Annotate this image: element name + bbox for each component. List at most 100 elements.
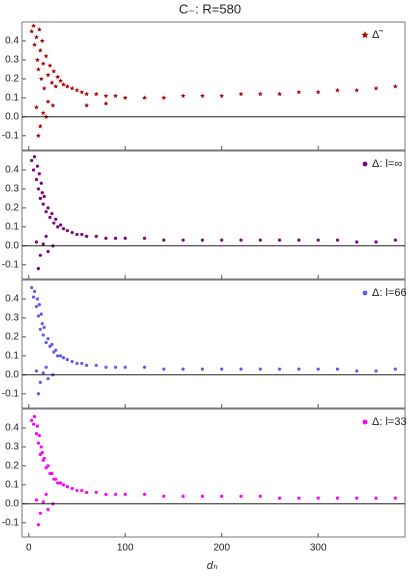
point <box>52 221 56 225</box>
point <box>30 285 34 290</box>
point <box>220 494 224 498</box>
point <box>34 498 39 502</box>
point <box>84 102 90 108</box>
point <box>335 496 340 500</box>
point <box>37 433 41 438</box>
point <box>44 365 48 369</box>
point <box>34 304 39 309</box>
point <box>316 496 320 500</box>
point <box>39 312 43 316</box>
point <box>220 238 224 242</box>
point <box>65 229 69 233</box>
point <box>45 72 51 78</box>
panel-frame <box>21 150 406 280</box>
panel-frame <box>21 21 406 151</box>
point <box>48 215 52 219</box>
y-tick-label: -0.1 <box>2 259 20 270</box>
point <box>393 496 397 500</box>
point <box>104 365 108 369</box>
point <box>104 492 108 496</box>
point <box>296 89 302 95</box>
point <box>31 422 36 426</box>
point <box>41 371 45 375</box>
point <box>162 238 166 242</box>
x-tick-label: 200 <box>213 543 230 554</box>
y-tick-label: 0.3 <box>5 184 19 195</box>
point <box>355 369 359 373</box>
point <box>42 325 46 330</box>
point <box>142 236 147 240</box>
point <box>142 365 147 369</box>
point <box>32 289 37 293</box>
point <box>44 492 48 496</box>
point <box>113 236 118 240</box>
point <box>46 507 50 512</box>
point <box>54 217 58 221</box>
point <box>103 100 109 106</box>
point <box>39 181 43 185</box>
point <box>239 494 243 498</box>
point <box>35 297 40 301</box>
point <box>65 358 69 362</box>
point <box>80 361 84 366</box>
point <box>93 91 99 97</box>
point <box>239 238 243 242</box>
point <box>335 367 340 371</box>
y-tick-label: -0.1 <box>2 388 20 399</box>
y-tick-label: 0.0 <box>5 498 19 509</box>
point <box>74 87 80 93</box>
point <box>297 496 301 500</box>
x-tick-label: 300 <box>310 543 327 554</box>
point <box>44 234 48 238</box>
point <box>355 240 359 244</box>
point <box>39 445 43 449</box>
point <box>374 369 378 373</box>
point <box>335 238 340 242</box>
point <box>393 367 397 371</box>
point <box>277 91 283 97</box>
legend-label: Δ̃ <box>372 29 383 41</box>
point <box>392 83 398 89</box>
point <box>277 367 282 371</box>
panel-frame <box>21 279 406 409</box>
point <box>42 194 46 199</box>
point <box>220 367 224 371</box>
point <box>53 83 59 89</box>
point <box>113 365 118 369</box>
legend-marker <box>362 419 368 425</box>
point <box>80 232 84 237</box>
point <box>32 414 37 419</box>
point <box>36 441 41 445</box>
point <box>181 367 185 371</box>
point <box>29 28 35 34</box>
point <box>34 240 39 244</box>
point <box>181 238 185 242</box>
point <box>65 485 69 489</box>
point <box>79 89 85 95</box>
point <box>35 424 40 428</box>
point <box>374 496 378 500</box>
point <box>258 494 262 498</box>
point <box>41 202 45 206</box>
point <box>55 74 61 80</box>
point <box>85 490 89 495</box>
point <box>46 337 50 341</box>
point <box>50 211 54 216</box>
chart-title: C₋: R=580 <box>179 1 241 16</box>
point <box>354 87 360 93</box>
point <box>41 500 45 504</box>
point <box>50 471 54 476</box>
point <box>35 57 40 62</box>
y-tick-label: 0.4 <box>5 294 19 305</box>
point <box>258 238 262 242</box>
point <box>40 61 46 66</box>
point <box>32 155 37 159</box>
point <box>34 177 39 182</box>
point <box>36 266 41 271</box>
y-tick-label: 0.4 <box>5 36 19 47</box>
point <box>199 93 205 99</box>
point <box>373 85 379 91</box>
point <box>46 249 50 254</box>
legend-label: Δ: l=66 <box>372 287 407 299</box>
y-tick-label: 0.0 <box>5 111 19 122</box>
